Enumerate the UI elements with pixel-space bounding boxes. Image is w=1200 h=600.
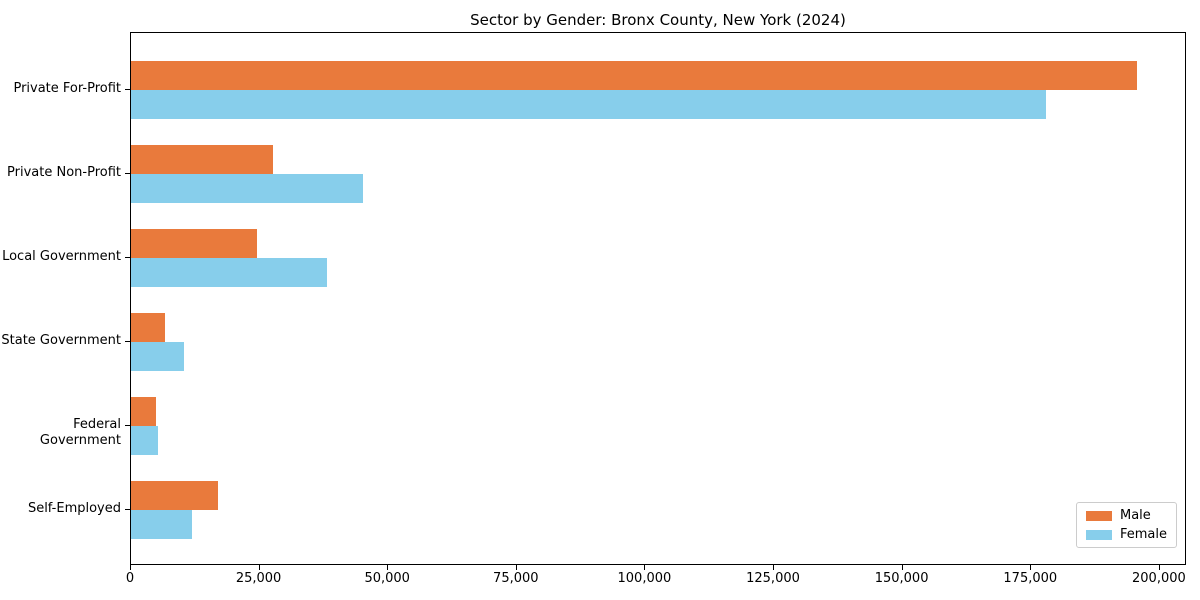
x-axis-tick-label: 25,000 bbox=[235, 571, 282, 586]
x-axis-tick-label: 75,000 bbox=[493, 571, 539, 586]
x-axis-tick-label: 100,000 bbox=[617, 571, 672, 586]
legend-label-male: Male bbox=[1119, 508, 1151, 523]
x-axis-tick-label: 125,000 bbox=[746, 571, 800, 586]
x-axis-tick bbox=[644, 565, 646, 570]
y-axis-label: Federal Government bbox=[39, 416, 121, 448]
x-axis-tick bbox=[258, 565, 260, 570]
legend-swatch-male bbox=[1085, 510, 1112, 521]
legend-label-female: Female bbox=[1119, 527, 1167, 542]
chart-title: Sector by Gender: Bronx County, New York… bbox=[470, 11, 846, 29]
x-axis-tick bbox=[1030, 565, 1032, 570]
x-axis-tick bbox=[515, 565, 517, 570]
x-axis-tick-label: 200,000 bbox=[1132, 571, 1186, 586]
y-axis-label: Local Government bbox=[2, 248, 121, 264]
plot-area: Male Female bbox=[130, 32, 1186, 565]
bar-male bbox=[131, 228, 257, 258]
legend-item-female: Female bbox=[1085, 527, 1167, 542]
y-axis-tick bbox=[125, 508, 130, 510]
y-axis-tick bbox=[125, 340, 130, 342]
y-axis-tick bbox=[125, 424, 130, 426]
bar-female bbox=[131, 173, 363, 203]
y-axis-label: Self-Employed bbox=[27, 500, 121, 516]
y-axis-tick bbox=[125, 256, 130, 258]
x-axis-tick bbox=[387, 565, 389, 570]
legend-swatch-female bbox=[1085, 529, 1112, 540]
legend: Male Female bbox=[1075, 502, 1177, 548]
bar-female bbox=[131, 509, 193, 539]
x-axis-tick bbox=[901, 565, 903, 570]
bar-male bbox=[131, 312, 165, 342]
x-axis-tick-label: 0 bbox=[125, 571, 135, 586]
bar-female bbox=[131, 425, 158, 455]
y-axis-label: State Government bbox=[1, 332, 121, 348]
x-axis-tick-label: 50,000 bbox=[364, 571, 410, 586]
x-axis-tick-label: 150,000 bbox=[874, 571, 929, 586]
bar-male bbox=[131, 480, 218, 510]
bar-female bbox=[131, 89, 1046, 119]
y-axis-label: Private Non-Profit bbox=[7, 164, 121, 180]
x-axis-tick bbox=[773, 565, 774, 570]
bar-female bbox=[131, 341, 184, 371]
x-axis-tick-label: 175,000 bbox=[1003, 571, 1058, 586]
bar-male bbox=[131, 60, 1137, 90]
bar-male bbox=[131, 144, 273, 174]
x-axis-tick bbox=[130, 565, 131, 570]
bar-female bbox=[131, 257, 327, 287]
bar-male bbox=[131, 396, 157, 426]
legend-item-male: Male bbox=[1085, 508, 1167, 523]
x-axis-tick bbox=[1158, 565, 1160, 570]
y-axis-tick bbox=[125, 172, 130, 174]
y-axis-tick bbox=[125, 88, 130, 90]
y-axis-label: Private For-Profit bbox=[13, 80, 121, 96]
